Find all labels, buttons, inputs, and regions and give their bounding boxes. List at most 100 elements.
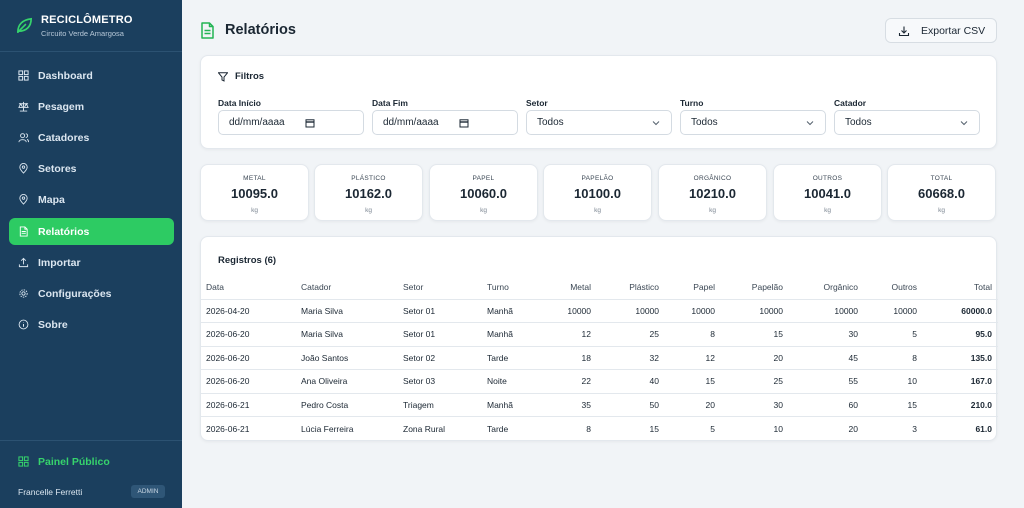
map-pin-icon [18,194,29,205]
sector-select[interactable]: Todos [526,110,672,135]
table-row: 2026-06-21 Pedro Costa Triagem Manhã 35 … [201,393,998,417]
filters-header: Filtros [218,71,264,82]
stat-unit: kg [824,207,831,214]
collector-value: Todos [845,117,872,128]
stat-value: 60668.0 [918,186,965,201]
filters-card: Filtros Data Início dd/mm/aaaa Data Fim … [200,55,997,149]
stat-value: 10162.0 [345,186,392,201]
cell-shift: Manhã [487,393,547,417]
shift-label: Turno [680,98,704,108]
cell-collector: Maria Silva [301,299,403,323]
sidebar-item-dashboard[interactable]: Dashboard [9,62,174,89]
cell-paper: 20 [659,393,715,417]
gear-icon [18,288,29,299]
sidebar-item-relatorios[interactable]: Relatórios [9,218,174,245]
cell-plastic: 40 [591,369,659,394]
stat-card-total: TOTAL 60668.0 kg [887,164,996,221]
shift-value: Todos [691,117,718,128]
users-icon [18,132,29,143]
file-text-icon [18,226,29,237]
cell-organic: 10000 [783,299,858,323]
cell-other: 10 [858,369,917,394]
stat-unit: kg [594,207,601,214]
sidebar-item-label: Relatórios [38,225,90,238]
sidebar-item-pesagem[interactable]: Pesagem [9,93,174,120]
cell-plastic: 50 [591,393,659,417]
column-header: Orgânico [783,275,858,300]
cell-organic: 45 [783,346,858,370]
cell-collector: Ana Oliveira [301,369,403,394]
sidebar-item-mapa[interactable]: Mapa [9,186,174,213]
export-csv-label: Exportar CSV [921,24,986,37]
table-row: 2026-06-20 Maria Silva Setor 01 Manhã 12… [201,322,998,347]
cell-sector: Zona Rural [403,423,446,434]
cell-total: 167.0 [917,369,998,394]
cell-total: 135.0 [917,346,998,370]
stat-label: PAPEL [472,175,495,182]
sidebar-item-label: Pesagem [38,100,85,113]
cell-metal: 22 [547,369,591,394]
cell-collector: Pedro Costa [301,393,403,417]
cell-organic: 20 [848,423,858,434]
stat-value: 10041.0 [804,186,851,201]
cell-date: 2026-06-20 [201,346,301,370]
collector-label: Catador [834,98,867,108]
cell-sector: Setor 01 [403,322,487,347]
stat-label: ORGÂNICO [693,175,732,182]
leaf-icon [16,17,33,34]
sector-label: Setor [526,98,548,108]
column-header: Catador [301,275,403,300]
sidebar-item-painel-publico[interactable]: Painel Público [9,448,174,475]
date-start-input[interactable]: dd/mm/aaaa [218,110,364,135]
brand: RECICLÔMETRO Circuito Verde Amargosa [0,0,182,52]
sidebar-item-label: Setores [38,162,77,175]
records-card: Registros (6) Data Catador Setor Turno M… [200,236,998,441]
cell-paper: 15 [659,369,715,394]
sidebar-item-catadores[interactable]: Catadores [9,124,174,151]
shift-select[interactable]: Todos [680,110,826,135]
column-header: Papel [659,275,715,300]
role-badge: ADMIN [131,485,165,498]
table-header-row: Data Catador Setor Turno Metal Plástico … [201,275,998,300]
stat-label: PLÁSTICO [351,175,386,182]
sidebar-item-configuracoes[interactable]: Configurações [9,280,174,307]
cell-total: 61.0 [975,423,992,434]
cell-paper: 12 [659,346,715,370]
cell-shift: Manhã [487,299,547,323]
stat-value: 10095.0 [231,186,278,201]
stat-card-papel: PAPEL 10060.0 kg [429,164,538,221]
table-row: 2026-06-20 Ana Oliveira Setor 03 Noite 2… [201,369,998,394]
cell-paper: 5 [710,423,715,434]
cell-other: 15 [858,393,917,417]
column-header: Plástico [591,275,659,300]
sidebar-item-label: Dashboard [38,69,93,82]
cell-collector: Maria Silva [301,322,403,347]
export-csv-button[interactable]: Exportar CSV [885,18,997,43]
sidebar-item-sobre[interactable]: Sobre [9,311,174,338]
cell-metal: 10000 [547,299,591,323]
column-header: Total [917,275,998,300]
column-header: Metal [547,275,591,300]
stat-label: TOTAL [930,175,953,182]
cell-cardboard: 15 [715,322,783,347]
date-start-label: Data Início [218,98,261,108]
stat-unit: kg [938,207,945,214]
cell-cardboard: 20 [715,346,783,370]
cell-metal: 35 [547,393,591,417]
date-end-input[interactable]: dd/mm/aaaa [372,110,518,135]
cell-other: 10000 [858,299,917,323]
cell-shift: Noite [487,369,547,394]
sidebar-item-label: Painel Público [38,455,110,468]
stat-card-organico: ORGÂNICO 10210.0 kg [658,164,767,221]
cell-plastic: 15 [649,423,659,434]
calendar-icon [305,118,315,128]
cell-organic: 60 [783,393,858,417]
cell-cardboard: 10000 [715,299,783,323]
sidebar-item-setores[interactable]: Setores [9,155,174,182]
cell-date: 2026-06-20 [201,369,301,394]
sidebar-item-importar[interactable]: Importar [9,249,174,276]
collector-select[interactable]: Todos [834,110,980,135]
sidebar: RECICLÔMETRO Circuito Verde Amargosa Das… [0,0,182,508]
cell-sector: Setor 03 [403,369,487,394]
cell-plastic: 10000 [591,299,659,323]
